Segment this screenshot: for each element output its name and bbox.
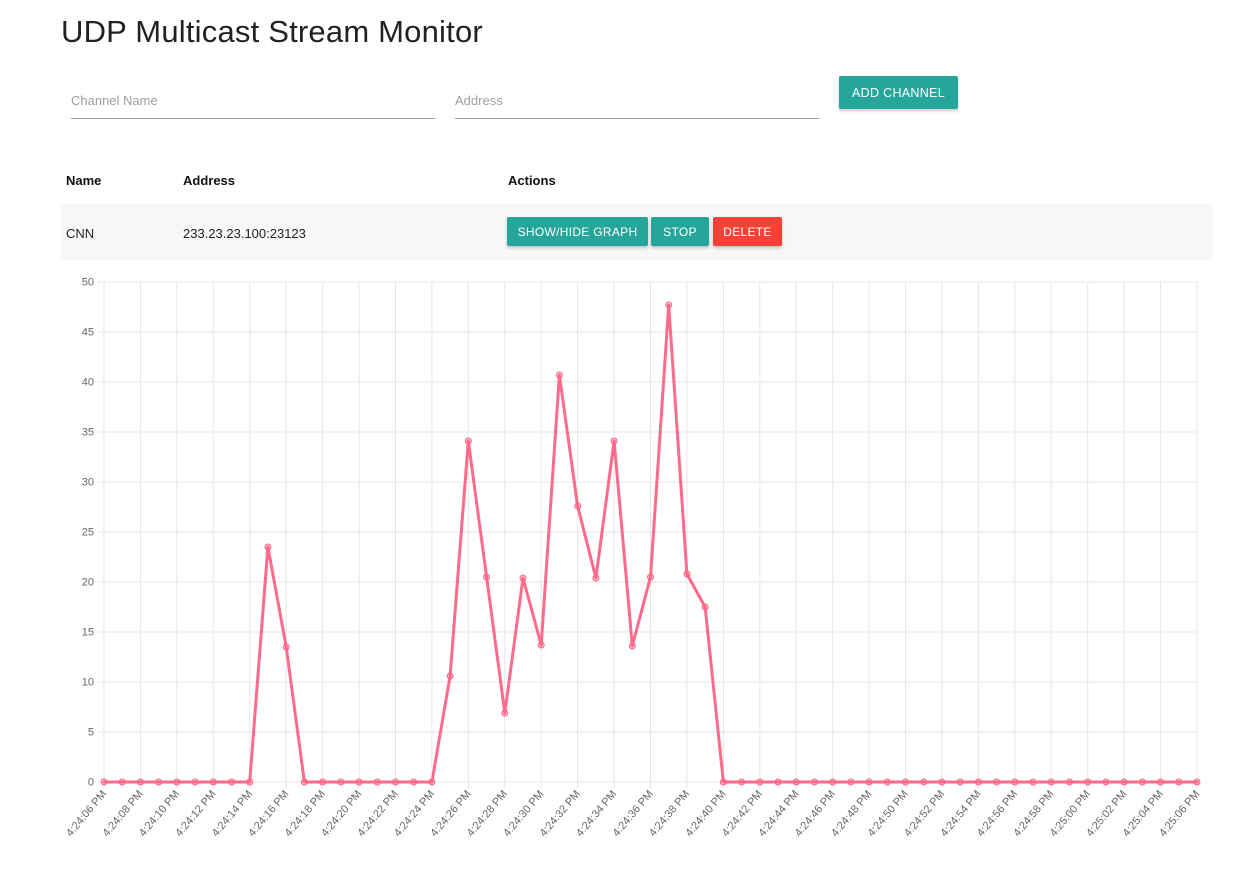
header-name: Name xyxy=(66,173,102,188)
y-tick-label: 20 xyxy=(82,577,94,589)
y-tick-label: 30 xyxy=(82,477,94,489)
data-point xyxy=(756,778,764,786)
data-point xyxy=(118,778,126,786)
data-point xyxy=(391,778,399,786)
data-point xyxy=(483,573,491,581)
y-tick-label: 35 xyxy=(82,427,94,439)
add-channel-button[interactable]: ADD CHANNEL xyxy=(839,76,958,109)
data-point xyxy=(792,778,800,786)
data-point xyxy=(1175,778,1183,786)
data-point xyxy=(337,778,345,786)
data-point xyxy=(300,778,308,786)
y-tick-label: 45 xyxy=(82,327,94,339)
data-point xyxy=(1047,778,1055,786)
data-point xyxy=(319,778,327,786)
data-point xyxy=(555,371,563,379)
header-actions: Actions xyxy=(508,173,556,188)
channel-name-input[interactable] xyxy=(71,82,435,119)
address-input[interactable] xyxy=(455,82,819,119)
page-title: UDP Multicast Stream Monitor xyxy=(61,14,483,49)
data-point xyxy=(173,778,181,786)
data-point xyxy=(264,543,272,551)
header-address: Address xyxy=(183,173,236,188)
data-point xyxy=(355,778,363,786)
data-point xyxy=(774,778,782,786)
data-point xyxy=(1102,778,1110,786)
y-tick-label: 40 xyxy=(82,377,94,389)
data-point xyxy=(446,672,454,680)
data-point xyxy=(1193,778,1201,786)
data-point xyxy=(883,778,891,786)
data-point xyxy=(282,643,290,651)
data-point xyxy=(628,642,636,650)
data-point xyxy=(865,778,873,786)
data-point xyxy=(719,778,727,786)
data-point xyxy=(956,778,964,786)
data-point xyxy=(592,574,600,582)
data-point xyxy=(428,778,436,786)
data-point xyxy=(902,778,910,786)
data-point xyxy=(191,778,199,786)
data-point xyxy=(938,778,946,786)
data-point xyxy=(100,778,108,786)
data-point xyxy=(228,778,236,786)
data-point xyxy=(373,778,381,786)
data-point xyxy=(1084,778,1092,786)
data-point xyxy=(738,778,746,786)
data-point xyxy=(1138,778,1146,786)
data-point xyxy=(647,573,654,581)
channel-name-cell: CNN xyxy=(66,226,95,241)
data-point xyxy=(246,778,254,786)
y-tick-label: 50 xyxy=(82,277,94,289)
data-point xyxy=(574,502,582,510)
data-point xyxy=(209,778,217,786)
data-point xyxy=(537,641,545,649)
data-point xyxy=(1157,778,1165,786)
data-point xyxy=(610,437,618,445)
stop-button[interactable]: STOP xyxy=(651,217,709,246)
data-point xyxy=(847,778,855,786)
y-tick-label: 0 xyxy=(88,777,94,789)
y-tick-label: 25 xyxy=(82,527,94,539)
data-point xyxy=(665,301,673,309)
data-point xyxy=(1065,778,1073,786)
data-point xyxy=(519,574,527,582)
data-point xyxy=(810,778,818,786)
channel-address-cell: 233.23.23.100:23123 xyxy=(183,226,306,241)
data-point xyxy=(501,709,509,717)
data-point xyxy=(920,778,928,786)
data-point xyxy=(701,603,709,611)
data-point xyxy=(410,778,418,786)
data-point xyxy=(155,778,163,786)
delete-button[interactable]: DELETE xyxy=(713,217,782,246)
data-point xyxy=(1029,778,1037,786)
data-point xyxy=(1011,778,1019,786)
data-point xyxy=(683,570,691,578)
y-tick-label: 5 xyxy=(88,727,94,739)
series-line xyxy=(102,303,1199,784)
y-tick-label: 10 xyxy=(82,677,94,689)
data-point xyxy=(993,778,1001,786)
data-point xyxy=(1120,778,1128,786)
y-tick-label: 15 xyxy=(82,627,94,639)
data-point xyxy=(464,437,472,445)
data-point xyxy=(829,778,837,786)
data-point xyxy=(136,778,144,786)
data-point xyxy=(974,778,982,786)
show-hide-graph-button[interactable]: SHOW/HIDE GRAPH xyxy=(507,217,648,246)
